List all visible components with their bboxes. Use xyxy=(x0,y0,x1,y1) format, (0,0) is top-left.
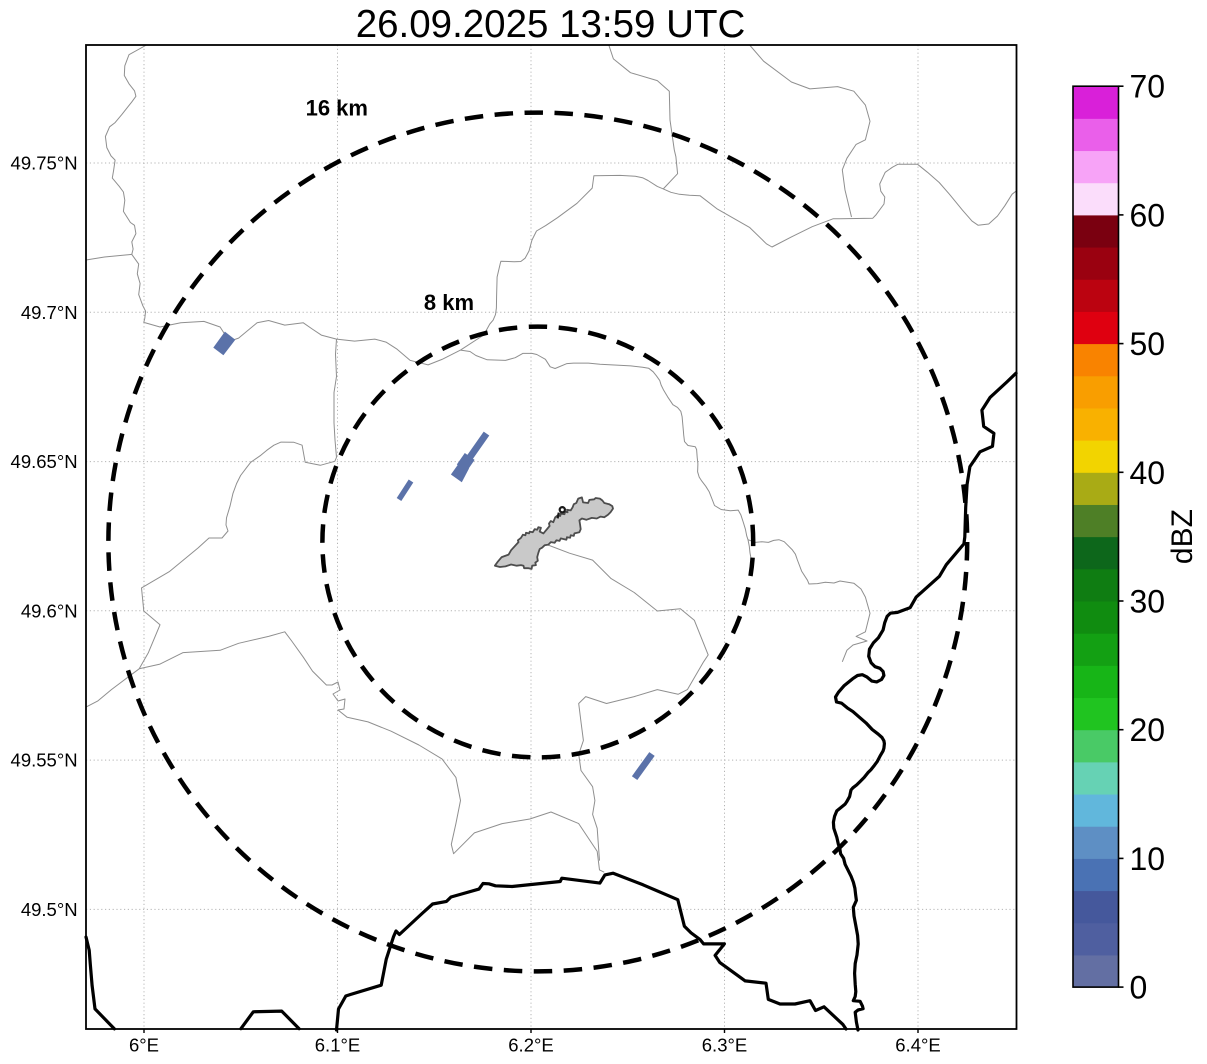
svg-text:60: 60 xyxy=(1130,197,1166,233)
svg-text:49.75°N: 49.75°N xyxy=(11,153,78,174)
svg-text:8 km: 8 km xyxy=(424,290,474,315)
svg-text:30: 30 xyxy=(1130,584,1166,620)
svg-text:dBZ: dBZ xyxy=(1166,509,1199,564)
svg-text:20: 20 xyxy=(1130,712,1166,748)
svg-text:10: 10 xyxy=(1130,841,1166,877)
svg-text:6.1°E: 6.1°E xyxy=(315,1034,360,1055)
svg-text:49.55°N: 49.55°N xyxy=(11,750,78,771)
svg-text:49.7°N: 49.7°N xyxy=(21,302,78,323)
svg-text:49.5°N: 49.5°N xyxy=(21,899,78,920)
svg-text:0: 0 xyxy=(1130,970,1148,1006)
svg-text:70: 70 xyxy=(1130,69,1166,105)
svg-text:16 km: 16 km xyxy=(306,95,368,120)
svg-text:26.09.2025 13:59 UTC: 26.09.2025 13:59 UTC xyxy=(356,3,746,46)
svg-text:6.4°E: 6.4°E xyxy=(895,1034,940,1055)
svg-text:50: 50 xyxy=(1130,326,1166,362)
svg-text:49.65°N: 49.65°N xyxy=(11,451,78,472)
svg-text:6.2°E: 6.2°E xyxy=(508,1034,553,1055)
svg-text:40: 40 xyxy=(1130,455,1166,491)
svg-text:49.6°N: 49.6°N xyxy=(21,600,78,621)
svg-text:6°E: 6°E xyxy=(129,1034,159,1055)
svg-text:6.3°E: 6.3°E xyxy=(702,1034,747,1055)
